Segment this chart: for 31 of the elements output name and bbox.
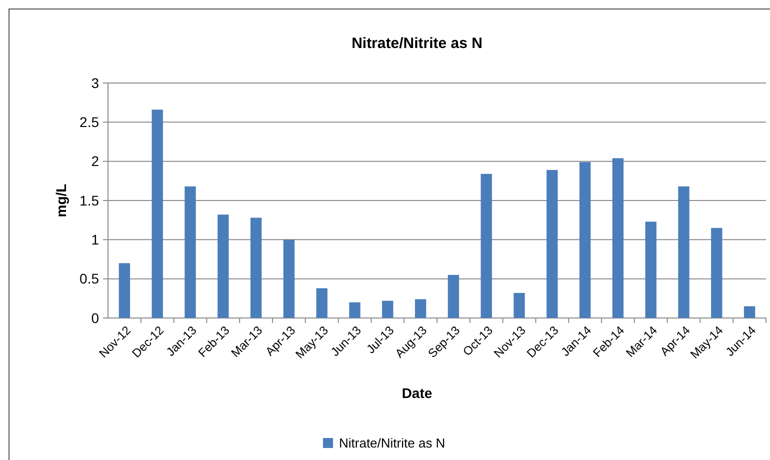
y-tick-label: 1 <box>91 232 100 248</box>
x-axis-title: Date <box>402 385 432 401</box>
legend-label: Nitrate/Nitrite as N <box>339 436 446 451</box>
bar <box>514 292 525 318</box>
bar <box>283 240 295 318</box>
bar <box>678 186 690 318</box>
y-tick-label: 2 <box>91 153 100 170</box>
bar <box>744 306 756 318</box>
bar <box>711 228 722 318</box>
bar <box>448 274 460 318</box>
bar <box>349 302 360 318</box>
bar <box>480 174 492 318</box>
bar <box>382 300 394 318</box>
bar <box>546 170 558 318</box>
y-tick-label: 1.5 <box>80 192 100 208</box>
bar <box>118 263 130 318</box>
bar <box>612 158 624 318</box>
bar <box>579 162 591 318</box>
y-tick-label: 2.5 <box>80 114 100 130</box>
bar <box>218 214 229 318</box>
bar <box>645 222 656 318</box>
y-axis-title: mg/L <box>53 183 69 218</box>
bar <box>414 299 426 318</box>
y-tick-label: 3 <box>91 74 100 91</box>
chart-title: Nitrate/Nitrite as N <box>352 35 482 52</box>
bar <box>184 186 196 318</box>
y-tick-label: 0.5 <box>80 270 100 287</box>
y-tick-label: 0 <box>91 310 100 326</box>
bar <box>250 218 262 318</box>
bar <box>316 288 328 318</box>
bar <box>152 110 163 318</box>
